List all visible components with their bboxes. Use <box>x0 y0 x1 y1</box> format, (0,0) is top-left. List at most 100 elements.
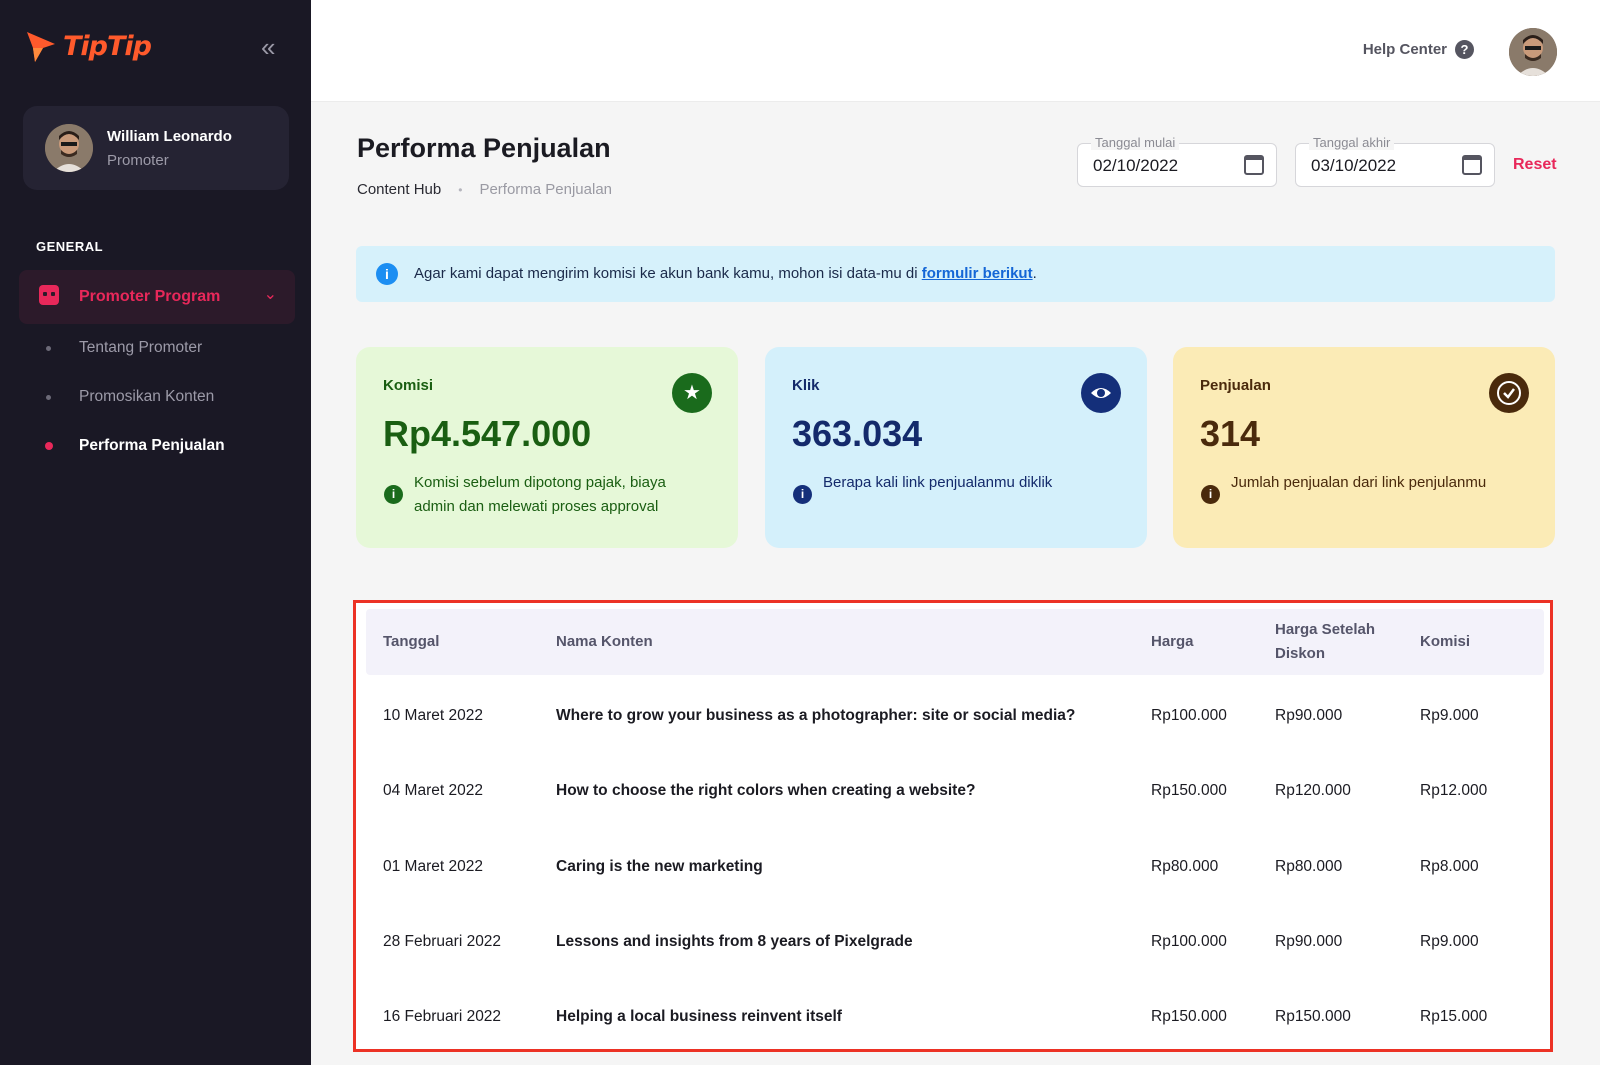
cell-komisi: Rp12.000 <box>1420 782 1488 799</box>
sidebar-item-label: Tentang Promoter <box>79 339 203 356</box>
user-name: William Leonardo <box>107 128 232 145</box>
sidebar-item-promoter-program[interactable]: Promoter Program ⌄ <box>19 270 295 324</box>
klik-card: Klik 363.034 i Berapa kali link penjuala… <box>765 347 1147 548</box>
banner-text: Agar kami dapat mengirim komisi ke akun … <box>414 265 1037 282</box>
cell-nama-konten: How to choose the right colors when crea… <box>556 782 976 799</box>
sidebar-item-label: Performa Penjualan <box>79 437 225 454</box>
check-circle-icon <box>1489 373 1529 413</box>
card-value: 314 <box>1200 413 1261 454</box>
breadcrumb-content-hub[interactable]: Content Hub <box>357 181 442 198</box>
tiptip-logo-icon <box>27 32 55 62</box>
cell-komisi: Rp8.000 <box>1420 858 1479 875</box>
cell-harga: Rp150.000 <box>1151 782 1227 799</box>
cell-tanggal: 01 Maret 2022 <box>383 858 483 875</box>
breadcrumb: Content Hub • Performa Penjualan <box>357 181 612 198</box>
sales-table: Tanggal Nama Konten Harga Harga Setelah … <box>353 600 1553 1052</box>
cell-harga-diskon: Rp120.000 <box>1275 782 1351 799</box>
nav-section-general: GENERAL <box>36 239 104 254</box>
card-value: 363.034 <box>792 413 923 454</box>
collapse-sidebar-icon[interactable]: « <box>261 32 276 62</box>
table-row[interactable]: 28 Februari 2022 Lessons and insights fr… <box>366 907 1544 982</box>
breadcrumb-current: Performa Penjualan <box>479 181 613 198</box>
column-header-tanggal: Tanggal <box>383 633 440 650</box>
page-title: Performa Penjualan <box>357 133 611 163</box>
column-header-komisi: Komisi <box>1420 633 1471 650</box>
start-date-label: Tanggal mulai <box>1091 135 1180 150</box>
top-bar: Help Center ? <box>311 0 1600 102</box>
card-note: Komisi sebelum dipotong pajak, biaya adm… <box>414 474 666 515</box>
bullet-icon <box>46 346 51 351</box>
calendar-icon[interactable] <box>1462 155 1482 175</box>
cell-harga: Rp100.000 <box>1151 707 1227 724</box>
cell-nama-konten: Where to grow your business as a photogr… <box>556 707 1076 724</box>
card-note: Berapa kali link penjualanmu diklik <box>823 474 1053 491</box>
bullet-icon <box>46 395 51 400</box>
chevron-down-icon: ⌄ <box>263 286 277 303</box>
start-date-value: 02/10/2022 <box>1093 156 1179 175</box>
cell-nama-konten: Helping a local business reinvent itself <box>556 1008 842 1025</box>
info-banner: i Agar kami dapat mengirim komisi ke aku… <box>356 246 1555 302</box>
cell-tanggal: 16 Februari 2022 <box>383 1008 502 1025</box>
star-icon: ★ <box>672 373 712 413</box>
cell-harga-diskon: Rp80.000 <box>1275 858 1343 875</box>
cell-tanggal: 28 Februari 2022 <box>383 933 502 950</box>
column-header-harga: Harga <box>1151 633 1194 650</box>
cell-harga: Rp80.000 <box>1151 858 1219 875</box>
cell-komisi: Rp9.000 <box>1420 707 1479 724</box>
sidebar-item-tentang-promoter[interactable]: Tentang Promoter <box>0 331 311 365</box>
profile-avatar[interactable] <box>1509 28 1557 76</box>
column-header-nama-konten: Nama Konten <box>556 633 653 650</box>
user-card[interactable]: William Leonardo Promoter <box>23 106 289 190</box>
cell-komisi: Rp9.000 <box>1420 933 1479 950</box>
card-title: Komisi <box>383 377 434 394</box>
sidebar-item-label: Promoter Program <box>79 288 221 305</box>
table-row[interactable]: 16 Februari 2022 Helping a local busines… <box>366 982 1544 1057</box>
breadcrumb-separator: • <box>458 182 463 197</box>
info-icon: i <box>1201 485 1220 504</box>
avatar <box>45 124 93 172</box>
card-title: Klik <box>792 377 820 394</box>
promoter-program-icon <box>39 285 59 305</box>
help-center-label: Help Center <box>1362 41 1447 58</box>
user-role: Promoter <box>107 152 169 169</box>
table-header: Tanggal Nama Konten Harga Harga Setelah … <box>366 609 1544 675</box>
penjualan-card: Penjualan 314 i Jumlah penjualan dari li… <box>1173 347 1555 548</box>
active-bullet-icon <box>45 442 53 450</box>
cell-nama-konten: Caring is the new marketing <box>556 858 763 875</box>
cell-harga-diskon: Rp90.000 <box>1275 707 1343 724</box>
tiptip-logo[interactable]: TipTip <box>25 28 152 64</box>
start-date-field[interactable]: Tanggal mulai 02/10/2022 <box>1077 135 1277 187</box>
cell-komisi: Rp15.000 <box>1420 1008 1488 1025</box>
end-date-label: Tanggal akhir <box>1309 135 1395 150</box>
calendar-icon[interactable] <box>1244 155 1264 175</box>
komisi-card: Komisi Rp4.547.000 ★ i Komisi sebelum di… <box>356 347 738 548</box>
info-icon: i <box>793 485 812 504</box>
cell-harga: Rp100.000 <box>1151 933 1227 950</box>
eye-icon <box>1081 373 1121 413</box>
sidebar-item-performa-penjualan[interactable]: Performa Penjualan <box>0 429 311 463</box>
brand-name: TipTip <box>63 30 152 62</box>
table-row[interactable]: 04 Maret 2022 How to choose the right co… <box>366 756 1544 831</box>
question-icon: ? <box>1455 40 1474 59</box>
table-row[interactable]: 10 Maret 2022 Where to grow your busines… <box>366 681 1544 756</box>
card-title: Penjualan <box>1200 377 1271 394</box>
reset-button[interactable]: Reset <box>1513 156 1557 173</box>
table-row[interactable]: 01 Maret 2022 Caring is the new marketin… <box>366 832 1544 907</box>
sidebar-item-promosikan-konten[interactable]: Promosikan Konten <box>0 380 311 414</box>
card-value: Rp4.547.000 <box>383 413 592 454</box>
sidebar-item-label: Promosikan Konten <box>79 388 215 405</box>
column-header-harga-setelah-diskon: Harga Setelah Diskon <box>1275 621 1376 662</box>
info-icon: i <box>384 485 403 504</box>
cell-nama-konten: Lessons and insights from 8 years of Pix… <box>556 933 913 950</box>
help-center-link[interactable]: Help Center ? <box>1363 40 1474 59</box>
form-link[interactable]: formulir berikut <box>921 265 1033 282</box>
cell-harga-diskon: Rp150.000 <box>1275 1008 1351 1025</box>
cell-harga-diskon: Rp90.000 <box>1275 933 1343 950</box>
info-icon: i <box>376 263 398 285</box>
sidebar: TipTip « William Leonardo Promoter GENER… <box>0 0 311 1065</box>
cell-tanggal: 10 Maret 2022 <box>383 707 483 724</box>
card-note: Jumlah penjualan dari link penjulanmu <box>1231 474 1487 491</box>
end-date-field[interactable]: Tanggal akhir 03/10/2022 <box>1295 135 1495 187</box>
cell-harga: Rp150.000 <box>1151 1008 1227 1025</box>
cell-tanggal: 04 Maret 2022 <box>383 782 483 799</box>
